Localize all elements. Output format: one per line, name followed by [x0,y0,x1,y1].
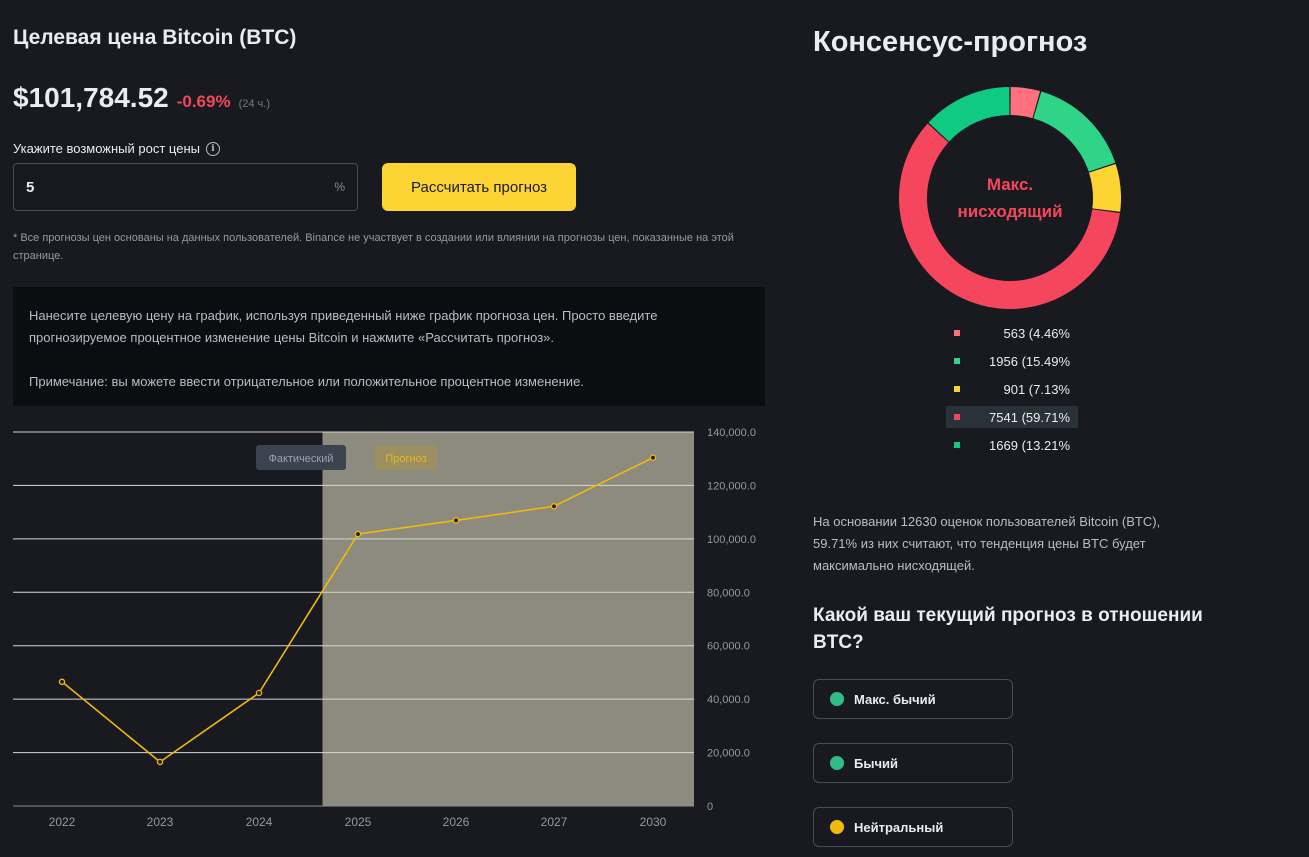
legend-item[interactable]: 7541 (59.71% [946,406,1078,428]
donut-center-line1: Макс. [986,175,1034,194]
legend-item[interactable]: 563 (4.46% [946,322,1078,344]
donut-segment [1033,91,1116,172]
vote-max-bullish-button[interactable]: Макс. бычий [813,679,1013,719]
x-tick-label: 2027 [541,815,568,829]
forecast-region [322,432,694,806]
bullish-dot-icon [830,692,844,706]
instructions-panel: Нанесите целевую цену на график, использ… [13,287,765,406]
legend-actual: Фактический [256,445,346,470]
vote-label: Макс. бычий [854,691,936,707]
page-title: Целевая цена Bitcoin (BTC) [13,26,297,49]
calculate-forecast-button[interactable]: Рассчитать прогноз [382,163,576,211]
percent-unit: % [334,180,345,194]
y-tick-label: 140,000.0 [707,427,756,439]
instructions-note: Примечание: вы можете ввести отрицательн… [29,374,584,389]
y-tick-label: 80,000.0 [707,587,750,599]
x-tick-label: 2026 [443,815,470,829]
donut-segment [1089,164,1121,212]
donut-center-label: Макс. нисходящий [899,87,1121,309]
data-point [255,689,263,697]
vote-label: Бычий [854,755,898,771]
consensus-title: Консенсус-прогноз [813,26,1088,58]
disclaimer: * Все прогнозы цен основаны на данных по… [13,232,734,262]
info-icon[interactable]: i [205,141,220,156]
legend-swatch [954,414,960,420]
consensus-summary: На основании 12630 оценок пользователей … [813,514,1161,573]
y-tick-label: 100,000.0 [707,534,756,546]
price-change: -0.69% [176,92,231,111]
neutral-dot-icon [830,820,844,834]
consensus-panel: Консенсус-прогноз Макс. нисходящий 563 (… [813,0,1309,857]
y-tick-label: 20,000.0 [707,748,750,760]
legend-item[interactable]: 1956 (15.49% [946,350,1078,372]
legend-swatch [954,358,960,364]
current-price: $101,784.52 [13,82,169,113]
legend-item[interactable]: 1669 (13.21% [946,434,1078,456]
growth-input-box[interactable]: % [13,163,358,211]
bullish-dot-icon [830,756,844,770]
price-row: $101,784.52 -0.69% (24 ч.) [13,82,270,114]
growth-label-text: Укажите возможный рост цены [13,141,200,156]
x-tick-label: 2025 [345,815,372,829]
data-point [649,454,657,461]
x-tick-label: 2030 [640,815,667,829]
x-tick-label: 2024 [246,815,273,829]
change-period: (24 ч.) [238,98,270,110]
data-point [156,758,164,766]
data-point [354,530,362,538]
vote-bullish-button[interactable]: Бычий [813,743,1013,783]
y-tick-label: 60,000.0 [707,641,750,653]
legend-forecast-bg [375,445,437,470]
consensus-legend: 563 (4.46% 1956 (15.49% 901 (7.13% 7541 … [946,322,1078,462]
legend-label: 563 (4.46% [1003,325,1071,341]
y-tick-label: 120,000.0 [707,480,756,492]
legend-actual-label: Фактический [268,453,333,465]
vote-question: Какой ваш текущий прогноз в отношении BT… [813,605,1203,653]
vote-neutral-button[interactable]: Нейтральный [813,807,1013,847]
y-tick-label: 0 [707,801,713,813]
x-tick-label: 2023 [147,815,174,829]
price-forecast-chart: 0 20,000.0 40,000.0 60,000.0 80,000.0 100,000… [13,427,756,829]
data-point [550,503,558,510]
legend-forecast-label: Прогноз [385,453,426,465]
growth-input[interactable] [26,178,335,196]
x-tick-label: 2022 [49,815,76,829]
instructions-text: Нанесите целевую цену на график, использ… [29,308,658,345]
consensus-donut-chart [899,87,1121,309]
legend-actual-bg [256,445,346,470]
growth-label: Укажите возможный рост цены i [13,141,220,156]
data-point [58,678,66,686]
legend-swatch [954,386,960,392]
legend-forecast: Прогноз [375,445,437,470]
donut-segment [899,123,1120,309]
donut-segment [928,87,1010,142]
legend-label: 901 (7.13% [1003,381,1071,397]
donut-segment [1010,87,1041,119]
price-prediction-panel: Целевая цена Bitcoin (BTC) $101,784.52 -… [13,0,765,857]
legend-swatch [954,442,960,448]
donut-center-line2: нисходящий [957,202,1063,221]
y-tick-label: 40,000.0 [707,694,750,706]
data-point [452,517,460,524]
legend-label: 7541 (59.71% [989,409,1070,425]
legend-label: 1956 (15.49% [989,353,1070,369]
legend-swatch [954,330,960,336]
vote-label: Нейтральный [854,819,944,835]
legend-item[interactable]: 901 (7.13% [946,378,1078,400]
legend-label: 1669 (13.21% [989,437,1070,453]
